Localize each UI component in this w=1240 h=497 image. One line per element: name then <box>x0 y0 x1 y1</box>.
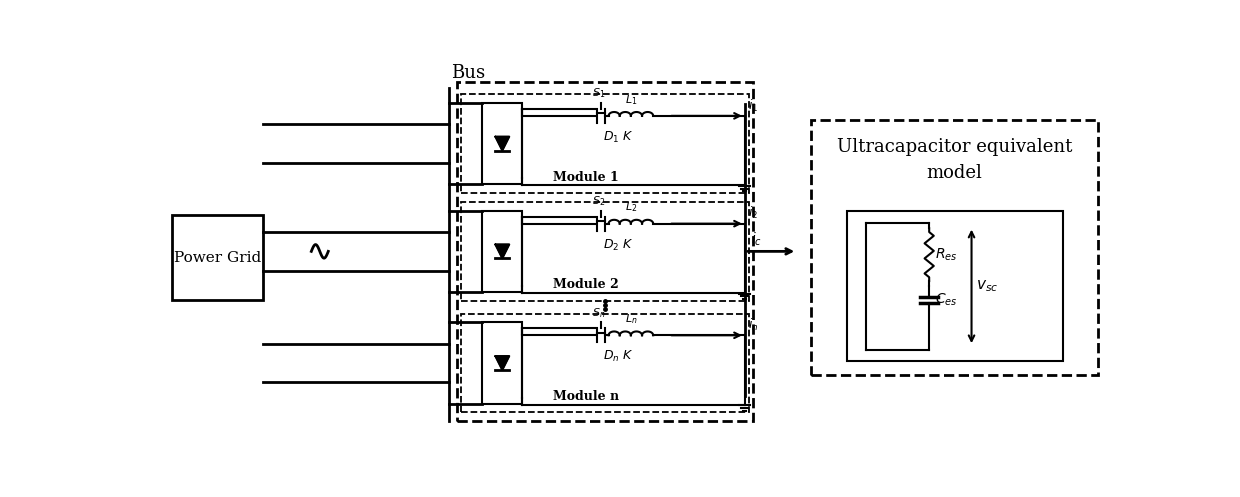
Bar <box>482 211 522 292</box>
Text: $L_1$: $L_1$ <box>625 93 637 107</box>
Polygon shape <box>495 356 510 370</box>
Text: Module 2: Module 2 <box>553 278 619 291</box>
Text: Module 1: Module 1 <box>553 170 619 183</box>
Bar <box>461 202 749 301</box>
Text: Power Grid: Power Grid <box>174 250 260 264</box>
Bar <box>847 211 1063 361</box>
Text: $S_1$: $S_1$ <box>591 86 605 100</box>
Text: $S_2$: $S_2$ <box>591 194 605 208</box>
Bar <box>482 103 522 184</box>
Bar <box>456 82 753 421</box>
Text: $C_{es}$: $C_{es}$ <box>935 292 957 309</box>
Text: $i_2$: $i_2$ <box>748 205 758 221</box>
Text: $L_2$: $L_2$ <box>625 201 637 214</box>
Text: $L_n$: $L_n$ <box>625 312 637 326</box>
Text: $R_{es}$: $R_{es}$ <box>935 247 957 263</box>
Text: $i_c$: $i_c$ <box>751 230 763 248</box>
Text: Module n: Module n <box>553 390 619 403</box>
Polygon shape <box>495 137 510 151</box>
Text: $i_1$: $i_1$ <box>748 97 758 113</box>
Bar <box>461 94 749 193</box>
Text: $S_n$: $S_n$ <box>591 306 605 320</box>
Bar <box>482 322 522 404</box>
Text: $v_{sc}$: $v_{sc}$ <box>976 278 998 294</box>
Polygon shape <box>495 245 510 258</box>
Bar <box>811 120 1097 375</box>
Bar <box>172 215 263 300</box>
Text: $D_2$ $\it{K}$: $D_2$ $\it{K}$ <box>604 238 634 253</box>
Text: model: model <box>926 164 982 182</box>
Text: $D_1$ $\it{K}$: $D_1$ $\it{K}$ <box>604 130 634 145</box>
Text: $i_n$: $i_n$ <box>748 317 759 333</box>
Text: Ultracapacitor equivalent: Ultracapacitor equivalent <box>837 139 1071 157</box>
Text: Bus: Bus <box>450 64 485 82</box>
Text: $D_n$ $\it{K}$: $D_n$ $\it{K}$ <box>604 349 634 364</box>
Bar <box>461 314 749 413</box>
